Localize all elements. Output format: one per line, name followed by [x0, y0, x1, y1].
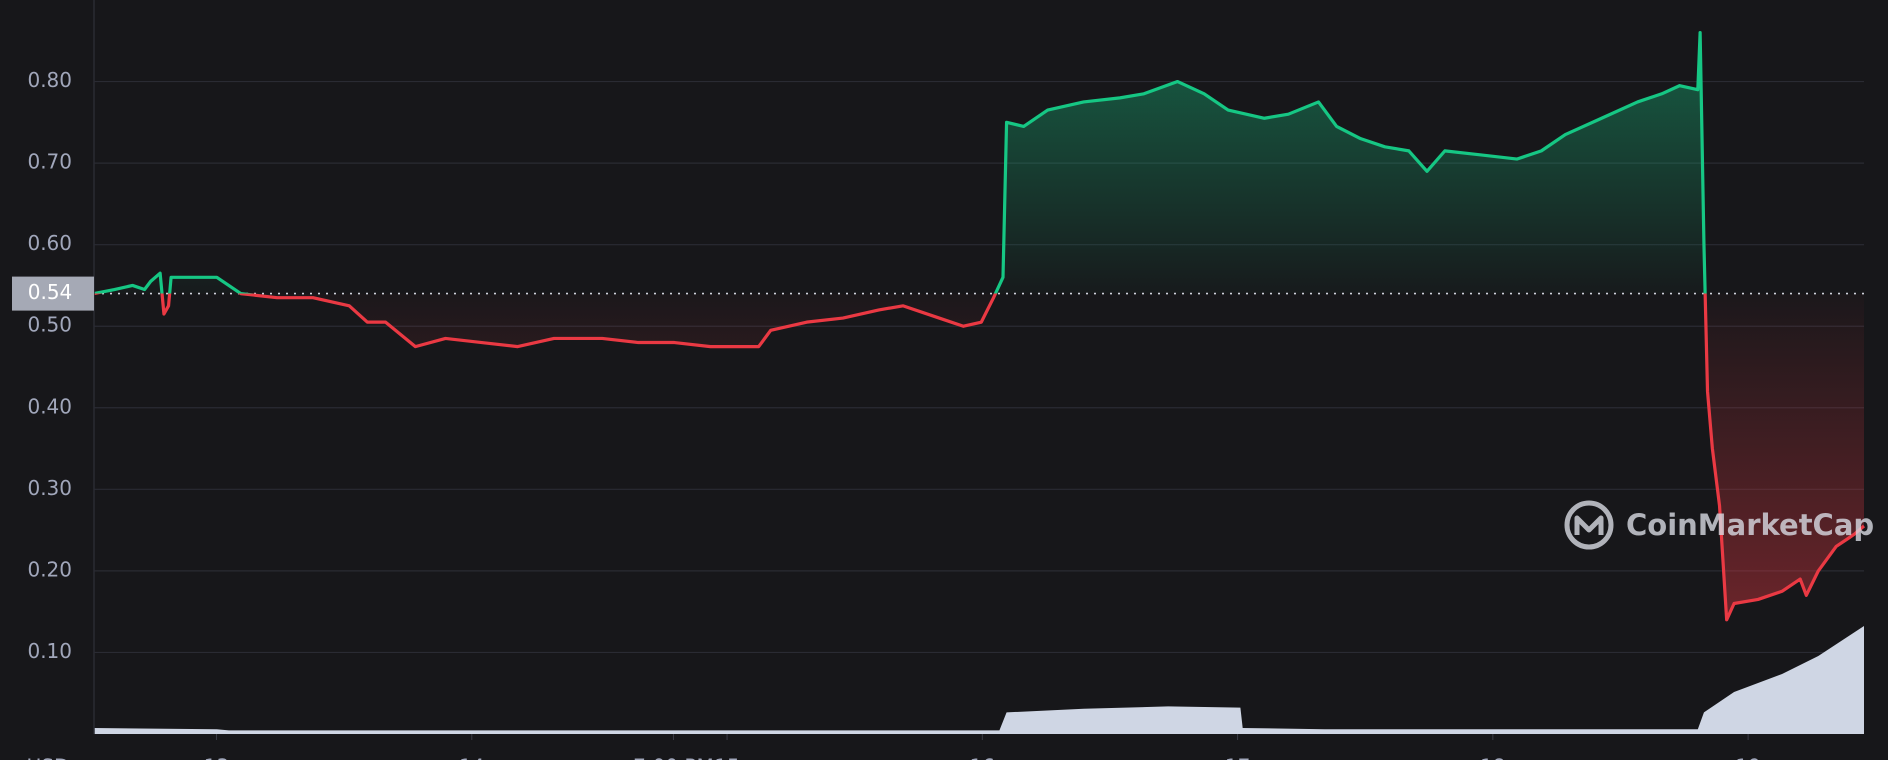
watermark-text: CoinMarketCap [1626, 508, 1874, 542]
y-tick-label: 0.80 [27, 68, 72, 92]
baseline-label: 0.54 [28, 280, 73, 304]
watermark-logo [1564, 500, 1614, 550]
x-tick-label: 15 [714, 755, 739, 760]
y-tick-label: 0.60 [27, 231, 72, 255]
baseline-label-box [12, 276, 94, 311]
x-tick-label: 19 [1735, 755, 1760, 760]
y-tick-label: 0.20 [27, 557, 72, 581]
x-tick-label: 13 [204, 755, 229, 760]
unit-label: USD [27, 755, 70, 760]
price-line [93, 31, 1866, 622]
watermark-logo-m [1574, 515, 1604, 535]
x-tick-label: 17 [1225, 755, 1250, 760]
x-tick-label: 16 [970, 755, 995, 760]
axes: 0.10 0.20 0.30 0.40 0.50 0.60 0.70 0.80 13 14 7:00… [12, 0, 1761, 760]
plot [93, 31, 1866, 734]
x-tick-label: 18 [1480, 755, 1505, 760]
y-tick-label: 0.10 [27, 639, 72, 663]
y-tick-label: 0.30 [27, 476, 72, 500]
price-area [94, 32, 1864, 620]
y-tick-label: 0.40 [27, 394, 72, 418]
y-tick-label: 0.50 [27, 313, 72, 337]
x-tick-label: 14 [459, 755, 484, 760]
watermark: CoinMarketCap [1564, 500, 1874, 550]
y-tick-label: 0.70 [27, 150, 72, 174]
x-tick-label: 7:00 PM [633, 755, 714, 760]
